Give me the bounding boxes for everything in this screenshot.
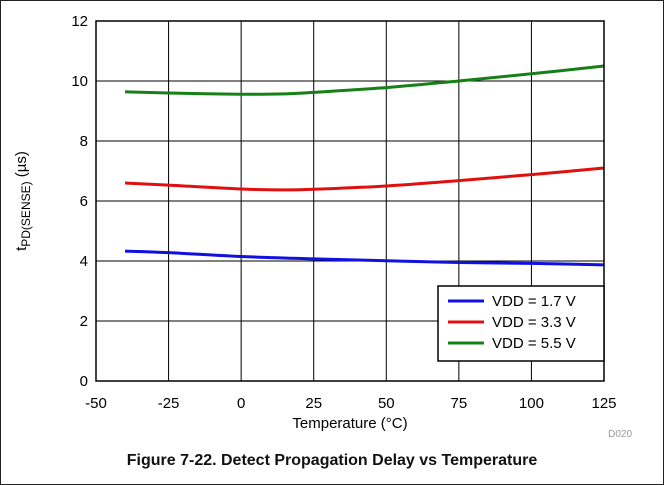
x-tick-label: -25 (158, 395, 180, 412)
x-tick-label: 50 (378, 395, 395, 412)
x-tick-label: 0 (237, 395, 245, 412)
legend-entry-3: VDD = 5.5 V (492, 335, 576, 352)
figure-caption: Figure 7-22. Detect Propagation Delay vs… (126, 452, 538, 469)
figure-code: D020 (608, 429, 632, 440)
x-tick-label: 100 (519, 395, 544, 412)
x-tick-label: 125 (591, 395, 616, 412)
legend-entry-2: VDD = 3.3 V (492, 314, 576, 331)
x-tick-label: 75 (451, 395, 468, 412)
plot-border (95, 20, 605, 382)
chart: -50 -25 0 25 50 75 100 125 0 2 4 6 8 10 12 Temperatur… (13, 13, 632, 440)
legend: VDD = 1.7 V VDD = 3.3 V VDD = 5.5 V (437, 285, 605, 362)
y-tick-label: 2 (80, 313, 88, 330)
y-tick-label: 6 (80, 193, 88, 210)
x-tick-label: -50 (85, 395, 107, 412)
y-tick-label: 4 (80, 253, 88, 270)
y-axis-label-main: t (13, 246, 30, 251)
y-axis-label-subscript: PD(SENSE) (19, 181, 33, 246)
y-tick-labels: 0 2 4 6 8 10 12 (71, 13, 88, 390)
y-tick-label: 0 (80, 373, 88, 390)
y-tick-label: 10 (71, 73, 88, 90)
x-tick-label: 25 (305, 395, 322, 412)
series-line-1 (124, 249, 605, 267)
y-axis-label: tPD(SENSE) (µs) (13, 151, 33, 251)
series-layer (124, 64, 605, 267)
legend-entry-1: VDD = 1.7 V (492, 293, 576, 310)
y-axis-label-unit: (µs) (13, 151, 30, 181)
x-tick-labels: -50 -25 0 25 50 75 100 125 (85, 395, 616, 412)
series-line-2 (124, 166, 605, 192)
series-line-3 (124, 64, 605, 96)
y-tick-label: 8 (80, 133, 88, 150)
y-tick-label: 12 (71, 13, 88, 30)
x-axis-label: Temperature (°C) (292, 415, 407, 432)
